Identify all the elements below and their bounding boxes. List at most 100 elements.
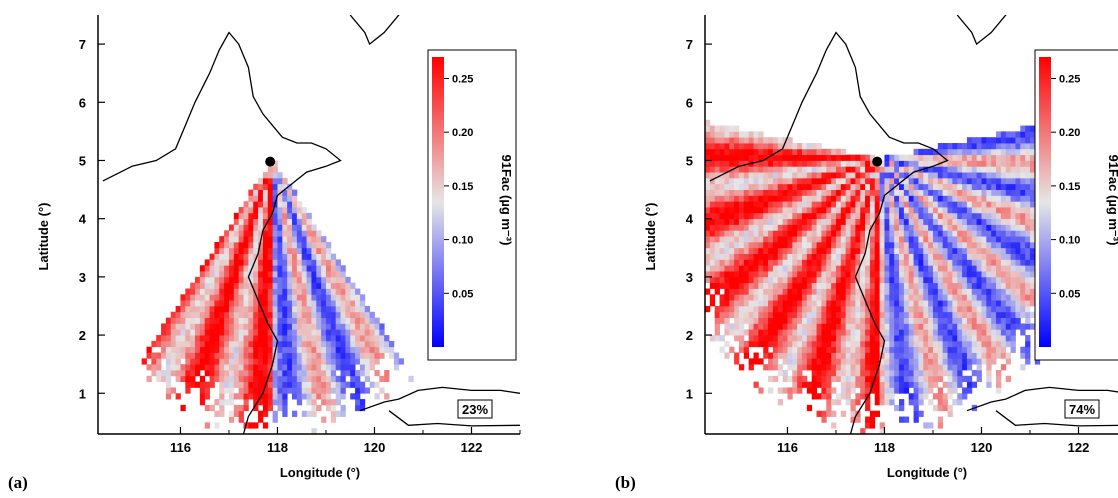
- heatmap-cell: [1025, 346, 1031, 353]
- heatmap-cell: [923, 172, 929, 179]
- heatmap-cell: [190, 288, 196, 295]
- heatmap-cell: [272, 364, 278, 371]
- heatmap-cell: [734, 137, 740, 144]
- y-tick-label: 7: [79, 37, 86, 52]
- heatmap-cell: [860, 428, 866, 434]
- heatmap-cell: [228, 375, 235, 383]
- heatmap-cell: [845, 282, 851, 289]
- heatmap-cell: [729, 212, 735, 220]
- heatmap-cell: [971, 311, 978, 319]
- heatmap-cell: [908, 399, 914, 406]
- heatmap-cell: [811, 317, 817, 324]
- heatmap-cell: [238, 241, 244, 249]
- heatmap-cell: [364, 340, 371, 348]
- heatmap-cell: [248, 212, 254, 220]
- heatmap-cell: [962, 323, 968, 330]
- heatmap-cell: [161, 352, 167, 359]
- heatmap-cell: [850, 230, 856, 237]
- heatmap-cell: [966, 247, 973, 254]
- heatmap-cell: [869, 282, 876, 289]
- heatmap-cell: [855, 381, 861, 388]
- heatmap-cell: [1020, 166, 1026, 173]
- heatmap-cell: [296, 282, 303, 289]
- heatmap-cell: [161, 346, 167, 353]
- heatmap-cell: [913, 346, 919, 353]
- heatmap-cell: [797, 288, 803, 295]
- heatmap-cell: [855, 329, 861, 336]
- heatmap-cell: [831, 300, 837, 307]
- heatmap-cell: [758, 358, 764, 365]
- heatmap-cell: [821, 166, 827, 173]
- heatmap-cell: [826, 305, 832, 313]
- heatmap-cell: [253, 241, 259, 249]
- heatmap-cell: [301, 340, 307, 348]
- heatmap-cell: [170, 329, 177, 336]
- heatmap-cell: [287, 387, 293, 394]
- heatmap-cell: [855, 271, 861, 278]
- heatmap-cell: [296, 259, 303, 266]
- heatmap-cell: [748, 218, 754, 225]
- heatmap-cell: [253, 387, 259, 394]
- heatmap-cell: [306, 218, 312, 225]
- heatmap-cell: [952, 300, 958, 307]
- heatmap-cell: [840, 154, 847, 161]
- heatmap-cell: [287, 212, 293, 220]
- heatmap-cell: [743, 276, 750, 284]
- heatmap-cell: [981, 305, 987, 313]
- heatmap-cell: [816, 236, 822, 243]
- heatmap-cell: [962, 265, 968, 272]
- heatmap-cell: [772, 305, 779, 313]
- heatmap-cell: [976, 329, 982, 336]
- heatmap-cell: [233, 305, 240, 313]
- heatmap-cell: [996, 143, 1002, 150]
- heatmap-cell: [889, 166, 895, 173]
- heatmap-cell: [802, 305, 808, 313]
- heatmap-cell: [724, 154, 730, 161]
- heatmap-cell: [262, 236, 269, 243]
- heatmap-cell: [258, 265, 264, 272]
- heatmap-cell: [865, 369, 871, 377]
- heatmap-cell: [364, 375, 371, 383]
- heatmap-cell: [981, 335, 987, 342]
- heatmap-cell: [986, 300, 992, 307]
- heatmap-cell: [986, 323, 992, 330]
- heatmap-cell: [879, 282, 885, 289]
- heatmap-cell: [797, 323, 803, 330]
- heatmap-cell: [884, 271, 890, 278]
- heatmap-cell: [199, 265, 206, 272]
- heatmap-cell: [262, 317, 269, 324]
- heatmap-cell: [738, 212, 745, 220]
- heatmap-cell: [1005, 323, 1011, 330]
- heatmap-cell: [991, 305, 997, 313]
- heatmap-cell: [991, 352, 997, 359]
- coastline: [956, 15, 1007, 46]
- heatmap-cell: [976, 305, 982, 313]
- heatmap-cell: [937, 404, 944, 412]
- heatmap-cell: [928, 364, 934, 371]
- heatmap-cell: [942, 358, 948, 365]
- heatmap-cell: [782, 369, 788, 377]
- heatmap-cell: [835, 364, 842, 371]
- heatmap-cell: [787, 218, 793, 225]
- heatmap-cell: [966, 143, 973, 150]
- heatmap-cell: [899, 201, 905, 208]
- heatmap-cell: [763, 218, 769, 225]
- heatmap-cell: [1000, 335, 1007, 342]
- heatmap-cell: [899, 381, 905, 388]
- heatmap-cell: [840, 276, 847, 284]
- heatmap-cell: [1010, 259, 1016, 266]
- heatmap-cell: [831, 410, 837, 417]
- heatmap-cell: [957, 294, 963, 301]
- heatmap-cell: [1025, 259, 1031, 266]
- heatmap-cell: [850, 218, 856, 225]
- heatmap-cell: [947, 224, 953, 231]
- heatmap-cell: [243, 288, 249, 295]
- heatmap-cell: [932, 236, 939, 243]
- heatmap-cell: [253, 201, 259, 208]
- heatmap-cell: [369, 358, 375, 365]
- heatmap-cell: [185, 317, 191, 324]
- heatmap-cell: [267, 288, 274, 295]
- heatmap-cell: [962, 375, 968, 383]
- heatmap-cell: [952, 207, 958, 214]
- heatmap-cell: [913, 265, 919, 272]
